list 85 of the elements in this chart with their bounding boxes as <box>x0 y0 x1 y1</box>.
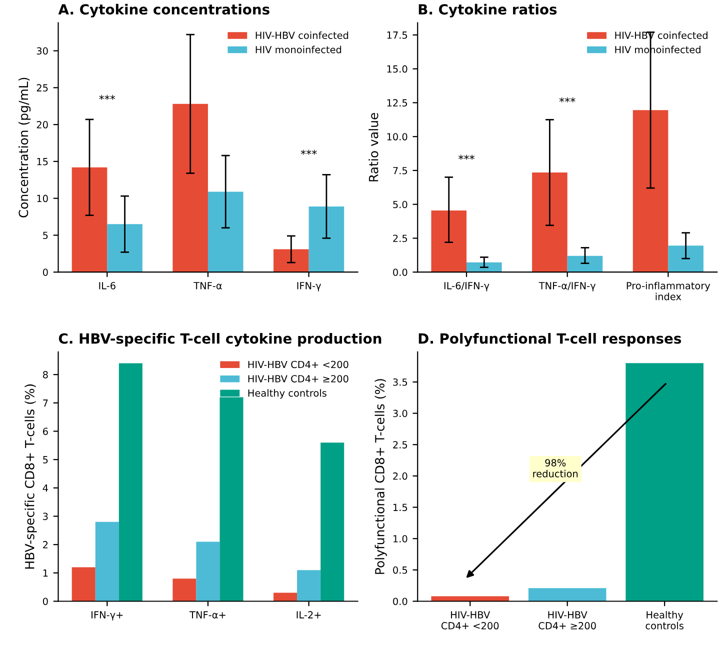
bar <box>632 110 668 272</box>
x-tick-label: HIV-HBV CD4+ <200 <box>441 611 499 630</box>
y-tick-label: 0.5 <box>393 566 408 574</box>
x-tick-label: TNF-α+ <box>190 611 226 618</box>
bar <box>297 570 321 602</box>
chart-title: B. Cytokine ratios <box>418 4 557 18</box>
y-tick-label: 0 <box>42 268 48 276</box>
y-tick-label: 7.5 <box>393 167 408 174</box>
annotation: *** <box>300 150 317 155</box>
y-tick-label: 4 <box>42 484 48 492</box>
chart-title: C. HBV-specific T-cell cytokine production <box>58 333 382 347</box>
y-tick-label: 1 <box>43 570 48 577</box>
y-tick-label: 25 <box>36 84 48 92</box>
legend-label: HIV-HBV CD4+ <200 <box>248 360 348 368</box>
x-tick-label: HIV-HBV CD4+ ≥200 <box>538 611 596 630</box>
y-tick-label: 3.0 <box>393 410 408 418</box>
bar <box>172 104 208 272</box>
y-axis-title: Ratio value <box>368 112 378 182</box>
bar <box>431 210 467 272</box>
bar <box>172 578 196 602</box>
y-tick-label: 6 <box>43 428 48 436</box>
chart-title: D. Polyfunctional T-cell responses <box>418 333 682 347</box>
x-tick-label: Pro-inflammatory index <box>626 282 710 300</box>
y-tick-label: 12.5 <box>387 99 408 107</box>
y-tick-label: 15.0 <box>387 65 408 73</box>
y-tick-label: 7 <box>43 400 48 407</box>
legend-label: HIV-HBV CD4+ ≥200 <box>248 375 348 382</box>
bar <box>196 542 220 602</box>
legend-label: Healthy controls <box>248 389 326 399</box>
y-tick-label: 10.0 <box>387 133 408 140</box>
bar <box>274 249 309 272</box>
y-tick-label: 1.5 <box>393 504 408 512</box>
y-tick-label: 2.5 <box>393 234 408 242</box>
x-tick-label: Healthy controls <box>646 610 684 630</box>
y-tick-label: 3.5 <box>393 378 408 386</box>
y-tick-label: 20 <box>36 121 48 128</box>
bar <box>320 442 344 602</box>
bar <box>308 206 344 272</box>
y-tick-label: 8 <box>42 371 48 378</box>
bar <box>107 224 142 272</box>
x-tick-label: TNF-α/IFN-γ <box>538 282 596 292</box>
y-tick-label: 15 <box>37 158 48 166</box>
annotation: *** <box>99 94 116 100</box>
y-tick-label: 30 <box>36 47 48 55</box>
y-tick-label: 0.0 <box>393 268 408 276</box>
y-axis-title: Polyfunctional CD8+ T-cells (%) <box>374 379 387 574</box>
y-tick-label: 2 <box>43 541 48 548</box>
bar <box>466 262 502 272</box>
bar <box>95 522 119 602</box>
bar <box>626 363 704 602</box>
bar <box>431 596 510 602</box>
bar <box>532 172 568 272</box>
y-tick-label: 1.0 <box>393 535 408 542</box>
y-tick-label: 5 <box>43 232 48 240</box>
y-tick-label: 0 <box>42 598 48 606</box>
legend-label: HIV-HBV coinfected <box>256 32 348 40</box>
x-tick-label: IL-6/IFN-γ <box>444 282 490 292</box>
y-tick-label: 0.0 <box>393 598 408 606</box>
bar <box>528 588 606 602</box>
y-axis-title: HBV-specific CD8+ T-cells (%) <box>24 384 37 569</box>
annotation: *** <box>559 97 576 102</box>
x-tick-label: IFN-γ <box>297 282 322 292</box>
annotation: *** <box>458 154 475 160</box>
x-tick-label: TNF-α <box>194 282 222 290</box>
y-tick-label: 10 <box>37 194 48 202</box>
bar <box>274 592 298 602</box>
chart-title: A. Cytokine concentrations <box>58 4 270 18</box>
bar <box>208 192 244 272</box>
y-tick-label: 17.5 <box>387 32 408 39</box>
x-tick-label: IFN-γ+ <box>92 611 123 620</box>
legend-label: HIV monoinfected <box>256 46 342 54</box>
y-axis-title: Concentration (pg/mL) <box>18 78 31 218</box>
bar <box>567 256 603 272</box>
y-tick-label: 2.0 <box>393 472 408 480</box>
bar <box>72 167 108 272</box>
x-tick-label: IL-6 <box>99 282 116 290</box>
annotation: 98% reduction <box>533 459 578 478</box>
y-tick-label: 5.0 <box>393 200 408 208</box>
bar <box>118 363 142 602</box>
x-tick-label: IL-2+ <box>296 611 321 618</box>
bar <box>668 246 704 272</box>
y-tick-label: 3 <box>43 512 48 520</box>
y-tick-label: 2.5 <box>393 441 408 448</box>
y-tick-label: 5 <box>43 456 48 464</box>
bar <box>72 567 96 602</box>
